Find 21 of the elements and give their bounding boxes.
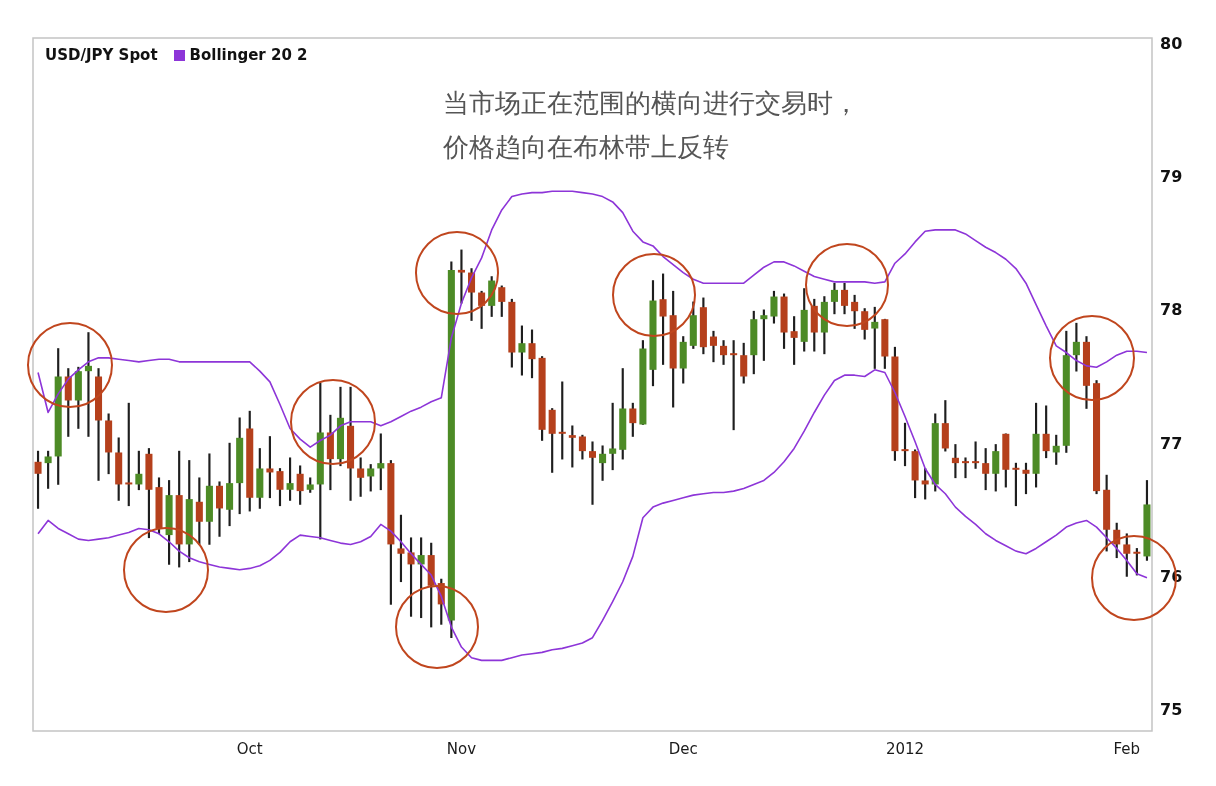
text: USD/JPY Spot <box>45 46 158 64</box>
x-tick-label: 2012 <box>885 739 925 758</box>
candlestick <box>125 402 133 507</box>
y-tick-label: 79 <box>1160 167 1183 187</box>
candlestick <box>457 249 465 304</box>
candlestick <box>730 340 738 431</box>
x-tick-label: Dec <box>668 739 698 758</box>
y-tick-label: 80 <box>1160 33 1183 53</box>
y-tick-label: 78 <box>1160 300 1183 320</box>
x-tick-label: Feb <box>1113 739 1141 758</box>
y-tick-label: 77 <box>1160 433 1183 453</box>
x-tick-label: Oct <box>236 739 263 758</box>
candlestick <box>588 441 597 505</box>
candlestick <box>961 457 970 479</box>
x-tick-label: Nov <box>446 739 477 758</box>
candlestick <box>84 332 92 437</box>
legend-label: Bollinger 20 2 <box>189 46 308 64</box>
annotation: 当市场正在范围的横向进行交易时，价格趋向在布林带上反转 <box>443 87 860 164</box>
y-tick-label: 75 <box>1160 700 1183 720</box>
candlestick <box>720 340 728 365</box>
candlestick <box>709 330 717 363</box>
